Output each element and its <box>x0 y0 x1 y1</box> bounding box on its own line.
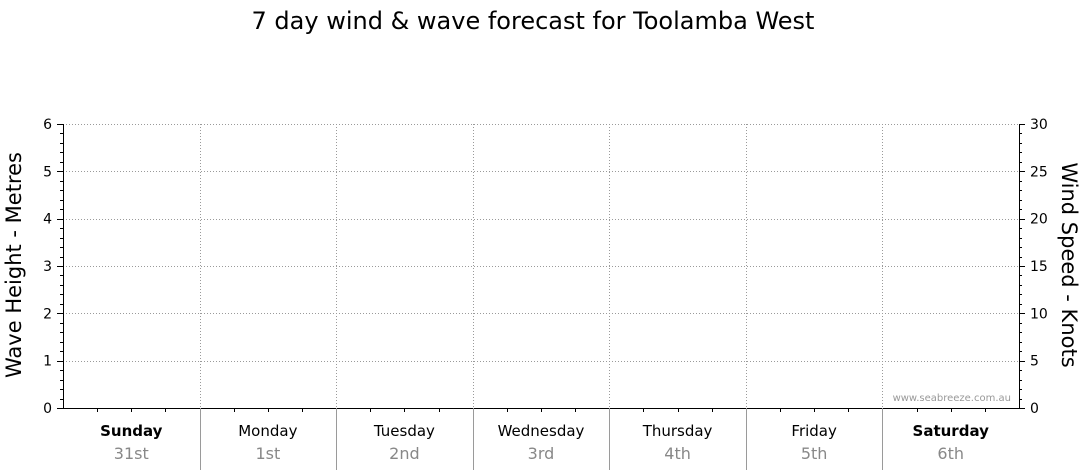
right-tick-label: 15 <box>1030 259 1048 275</box>
chart-title: 7 day wind & wave forecast for Toolamba … <box>252 7 815 35</box>
left-tick-label: 1 <box>43 354 52 370</box>
day-label: Monday <box>238 422 297 440</box>
left-axis-title: Wave Height - Metres <box>2 152 26 378</box>
day-label: Thursday <box>642 422 713 440</box>
left-tick-label: 2 <box>43 306 52 322</box>
day-label: Tuesday <box>373 422 435 440</box>
left-tick-label: 3 <box>43 259 52 275</box>
day-label: Sunday <box>100 422 163 440</box>
grid-lines <box>63 124 1019 408</box>
left-tick-label: 6 <box>43 117 52 133</box>
left-tick-label: 4 <box>43 212 52 228</box>
tick-marks <box>57 124 1025 470</box>
date-label: 6th <box>937 444 964 463</box>
day-labels: Sunday 31st Monday 1st Tuesday 2nd Wednesday 3r… <box>100 422 989 463</box>
right-axis-title: Wind Speed - Knots <box>1057 162 1080 367</box>
date-label: 1st <box>255 444 280 463</box>
date-label: 5th <box>801 444 828 463</box>
right-tick-label: 20 <box>1030 212 1048 228</box>
right-tick-label: 10 <box>1030 306 1048 322</box>
day-label: Wednesday <box>498 422 585 440</box>
date-label: 31st <box>114 444 149 463</box>
watermark: www.seabreeze.com.au <box>893 393 1011 404</box>
date-label: 2nd <box>389 444 419 463</box>
left-tick-label: 0 <box>43 401 52 417</box>
day-label: Saturday <box>913 422 990 440</box>
date-label: 3rd <box>528 444 555 463</box>
left-tick-label: 5 <box>43 164 52 180</box>
day-label: Friday <box>791 422 837 440</box>
date-label: 4th <box>664 444 691 463</box>
right-tick-label: 0 <box>1030 401 1039 417</box>
tick-labels: 0 1 2 3 4 5 6 0 5 10 15 20 25 30 <box>43 117 1048 417</box>
right-tick-label: 25 <box>1030 164 1048 180</box>
right-tick-label: 5 <box>1030 354 1039 370</box>
right-tick-label: 30 <box>1030 117 1048 133</box>
